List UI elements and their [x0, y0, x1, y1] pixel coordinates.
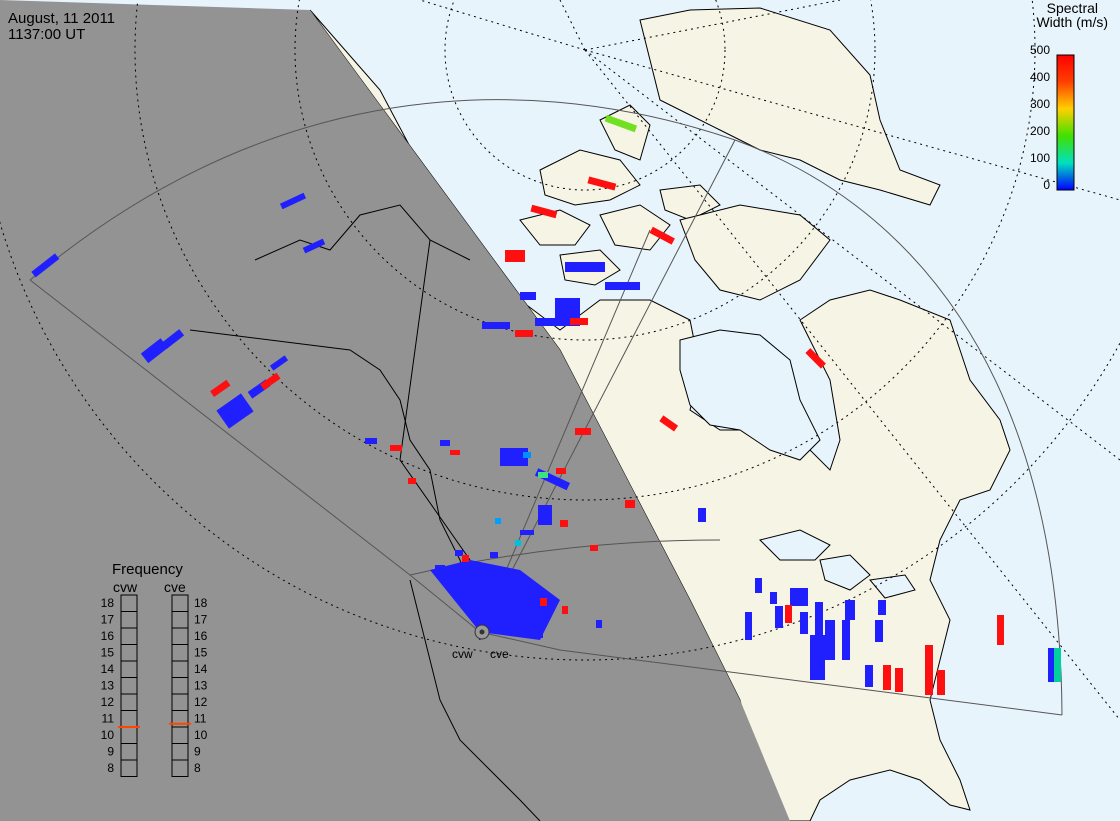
radar-fov	[29, 99, 1063, 716]
frequency-scale-label-right: 14	[194, 662, 208, 676]
frequency-scale-label-right: 15	[194, 646, 208, 660]
frequency-scale-label-left: 15	[101, 646, 115, 660]
frequency-cell	[171, 759, 189, 777]
frequency-panel: Frequency cvw cve 18 18 17 17 16 16 15 15 14 14 13…	[101, 561, 208, 777]
frequency-scale-label-left: 18	[101, 596, 115, 610]
radar-label-west: cvw	[452, 647, 473, 661]
colorbar-title-line2: Width (m/s)	[1036, 14, 1108, 30]
frequency-scale-label-left: 14	[101, 662, 115, 676]
colorbar-tick-label: 200	[1030, 124, 1050, 138]
frequency-scale-label-left: 16	[101, 629, 115, 643]
radar-echoes-high	[210, 176, 1004, 695]
night-coastlines	[189, 204, 541, 821]
frequency-scale-label-right: 18	[194, 596, 208, 610]
frequency-scale-label-right: 13	[194, 679, 208, 693]
frequency-scale-label-right: 17	[194, 613, 208, 627]
colorbar-title-line1: Spectral	[1046, 0, 1098, 16]
frequency-scale-label-right: 12	[194, 695, 208, 709]
frequency-scale-label-left: 17	[101, 613, 115, 627]
colorbar-tick-label: 400	[1030, 70, 1050, 84]
frequency-scale-label-left: 12	[101, 695, 115, 709]
hudson-bay	[679, 329, 821, 461]
night-region	[0, 0, 790, 821]
frequency-scale-label-left: 13	[101, 679, 115, 693]
radar-echoes-mid	[495, 114, 1061, 682]
colorbar-tick-label: 500	[1030, 43, 1050, 57]
frequency-scale-label-right: 11	[194, 712, 207, 726]
date-label: August, 11 2011	[8, 10, 116, 27]
time-label: 1137:00 UT	[8, 26, 86, 43]
frequency-scale-label-right: 16	[194, 629, 208, 643]
colorbar-tick-label: 100	[1030, 151, 1050, 165]
lat-lon-grid	[0, 0, 1120, 721]
frequency-scale-label-right: 10	[194, 728, 208, 742]
frequency-cell	[120, 759, 138, 777]
frequency-scale-label-left: 8	[107, 761, 114, 775]
radar-label-east: cve	[490, 647, 509, 661]
radar-echoes-low	[31, 192, 1055, 687]
frequency-radar-left: cvw	[113, 579, 138, 595]
colorbar-tick-label: 300	[1030, 97, 1050, 111]
radar-echoes-fan	[430, 550, 560, 640]
great-lakes	[759, 529, 916, 599]
spectral-width-colorbar: 500 400 300 200 100 0	[1030, 43, 1075, 192]
frequency-scale-label-right: 8	[194, 761, 201, 775]
frequency-scale-label-left: 9	[107, 745, 114, 759]
frequency-scale-label-right: 9	[194, 745, 201, 759]
frequency-title: Frequency	[112, 561, 183, 578]
frequency-radar-right: cve	[164, 579, 186, 595]
colorbar-tick-label: 0	[1043, 178, 1050, 192]
frequency-scale-label-left: 11	[102, 712, 115, 726]
frequency-scale-label-left: 10	[101, 728, 115, 742]
